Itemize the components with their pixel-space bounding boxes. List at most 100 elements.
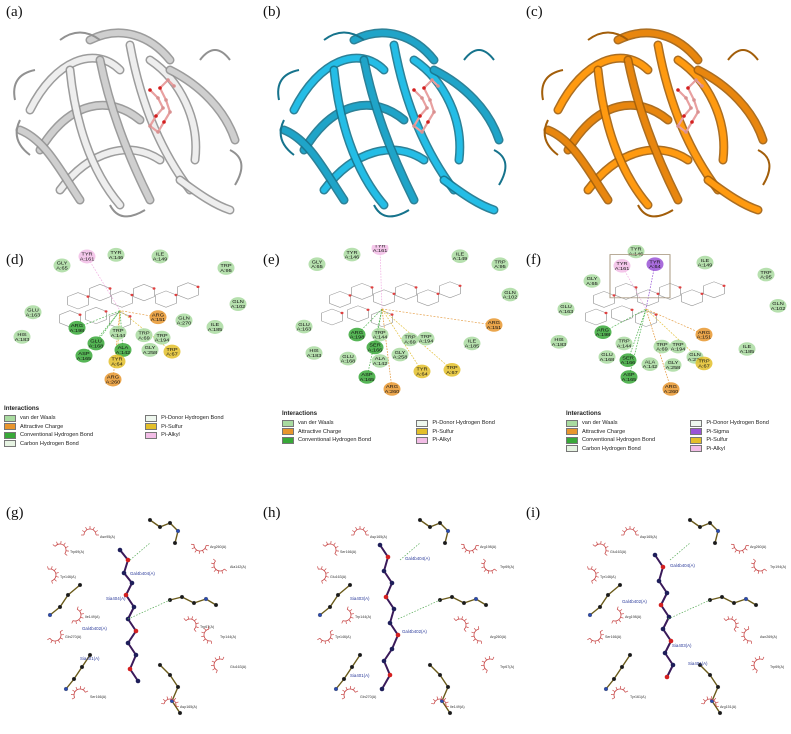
contact-lash [476,640,479,644]
contact-arc [589,631,602,642]
residue-label-line: TRP [494,260,506,265]
contact-lash [591,566,593,570]
ligand-residue-label: Sia403(A) [350,596,370,601]
residue-label-line: A:165 [77,356,92,361]
hydrophobic-residue-label: Ala142(A) [230,565,246,569]
residue-atom [707,520,713,526]
contact-lash [600,634,605,636]
beta-strand [97,57,153,203]
ligand-atom [389,646,395,652]
contact-lash [750,640,753,644]
interaction-line [381,308,393,390]
contact-lash [715,701,719,704]
contact-lash [56,541,58,545]
residue-ile149-label: ILE A:149 [453,252,468,262]
ligand-atom [412,88,416,92]
contact-lash [321,566,323,570]
residue-trp69-disc [653,339,671,354]
hydrophobic-residue-label: Trp69(A) [500,565,514,569]
hydrophobic-residue-label: Trp67(A) [200,625,214,629]
legend-swatch [282,419,294,427]
beta-strand [167,67,238,143]
residue-arg198-label: ARG A:198 [596,328,611,338]
contact-lash [619,685,621,690]
residue-atom [65,592,71,598]
interaction-line [645,308,672,390]
residue-label-line: A:194 [155,338,170,343]
residue-bond [319,606,331,616]
hydrophobic-residue-label: Asn269(A) [760,635,777,639]
residue-his183-label: HIS A:183 [307,349,322,359]
ligand-2d [321,281,462,327]
residue-trp144-label: TRP A:144 [111,328,126,338]
contact-lash [593,568,597,571]
legend-swatch [566,436,578,444]
contact-lash [751,566,755,569]
beta-strand-shadow [65,65,125,210]
legend-item: Pi-Sigma [690,428,788,437]
contact-lash [445,701,449,704]
residue-ala142-label: ALA A:142 [116,346,131,356]
ligand-bond [383,660,391,676]
legend-title: Interactions [4,405,40,412]
ligand-oxygen [390,313,394,316]
legend-item: Conventional Hydrogen Bond [4,431,145,440]
residue-ile185-label: ILE A:185 [465,339,480,349]
hydrophobic-contact-icon [723,616,739,632]
ligand-residue-label: Sia404(A) [106,596,126,601]
ligand-bond [687,79,697,89]
residue-gln102-disc [229,297,247,312]
residue-gly65-disc [308,257,326,271]
residue-trp144-label: TRP A:144 [373,330,388,340]
ligand-atom [168,110,172,114]
contact-lash [224,568,227,572]
residue-glu168-disc [598,350,616,364]
residue-bond [711,700,721,714]
residue-label-line: TRP [112,328,124,333]
residue-bond [621,654,631,668]
ligand-residue-label: Gal4b404(A) [130,571,155,576]
protein-structure-a [13,28,243,218]
contact-lash [713,697,717,701]
contact-lash [50,640,53,644]
ligand-bond [379,544,389,558]
hydrophobic-contact-icon [71,606,84,624]
ligand-oxygen [458,284,462,287]
residue-ile185-disc [463,336,481,351]
contact-lash [761,570,764,574]
residue-atom [427,524,433,530]
ligand-atom [381,568,387,574]
contact-lash [203,627,207,631]
contact-lash [762,656,765,660]
contact-arc [343,688,356,698]
hydrophobic-contact-icon [47,629,65,645]
residue-glu168-disc [87,336,105,351]
hbond-line [667,599,711,620]
ligand-ring [371,310,393,327]
contact-arc [455,618,467,630]
ligand-oxygen [436,292,440,295]
contact-lash [710,696,712,700]
residue-label-line: TYR [111,357,123,362]
legend-column: van der Waals Attractive Charge Convention… [566,419,690,453]
beta-strand [177,177,233,213]
residue-label-line: A:260 [664,389,679,394]
legend-swatch [690,445,703,453]
legend-label: Pi-Alkyl [161,432,180,439]
residue-atom [427,662,433,668]
residue-label-line: A:163 [559,309,574,314]
contact-lash [221,570,224,574]
contact-lash [620,613,624,615]
contact-lash [491,570,494,574]
residue-label-line: HIS [554,337,564,342]
contact-lash [757,570,760,574]
ligand-bond [421,97,428,109]
residue-trp194-label: TRP A:194 [419,334,434,344]
interaction-line [119,310,159,318]
residue-atom [697,662,703,668]
residue-label-line: A:258 [393,355,408,360]
ligand-atom [166,78,170,82]
residue-label-line: GLU [298,322,310,327]
contact-lash [591,580,593,584]
